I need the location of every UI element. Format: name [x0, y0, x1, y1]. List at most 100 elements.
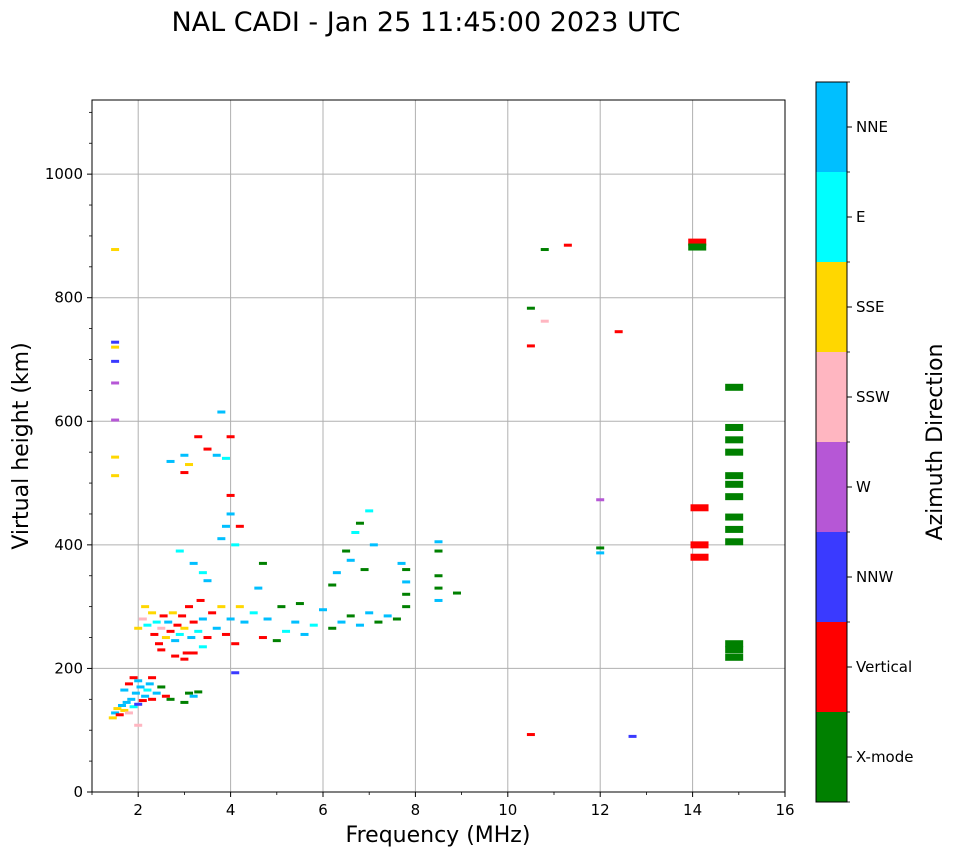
data-point [355, 623, 364, 627]
x-tick-label: 10 [498, 801, 517, 819]
x-axis: 2 4 6 8 10 12 14 16 [91, 792, 795, 819]
data-point [166, 697, 175, 701]
plot-frame [91, 99, 786, 793]
data-point [108, 716, 117, 720]
data-point [258, 561, 267, 565]
data-point [526, 344, 535, 348]
data-point [189, 694, 198, 698]
data-point [221, 456, 230, 460]
colorbar-segment [816, 532, 847, 622]
data-point [402, 605, 411, 609]
colorbar-tick-label: NNE [856, 118, 888, 136]
data-point [725, 525, 744, 533]
data-point [180, 471, 189, 475]
y-tick-label: 400 [54, 536, 83, 554]
data-point [217, 410, 226, 414]
colorbar-segment [816, 622, 847, 712]
data-point [346, 614, 355, 618]
data-point [221, 524, 230, 528]
data-point [196, 598, 205, 602]
x-tick-label: 4 [226, 801, 236, 819]
data-point [189, 620, 198, 624]
data-point [178, 614, 187, 618]
data-point [124, 711, 133, 715]
data-point [194, 629, 203, 633]
data-point [111, 711, 120, 715]
data-point [452, 591, 461, 595]
data-point [194, 690, 203, 694]
data-point [249, 611, 258, 615]
data-point [120, 688, 129, 692]
data-point [351, 531, 360, 534]
data-point [157, 626, 166, 630]
y-tick-label: 1000 [45, 165, 83, 183]
data-point [180, 700, 189, 704]
data-point [166, 459, 175, 463]
data-point [185, 691, 194, 695]
colorbar-tick-label: E [856, 208, 865, 226]
data-point [198, 617, 207, 621]
grid-lines [92, 100, 785, 792]
data-point [235, 524, 244, 528]
data-point [111, 381, 120, 385]
data-point [596, 546, 605, 550]
data-point [614, 330, 623, 334]
data-point [111, 474, 120, 478]
colorbar-tick-label: SSW [856, 388, 890, 406]
x-tick-label: 8 [411, 801, 421, 819]
data-point [124, 682, 133, 686]
x-tick-label: 12 [591, 801, 610, 819]
data-point [397, 561, 406, 565]
data-point [111, 340, 120, 344]
colorbar-frame [815, 81, 848, 803]
data-point [185, 463, 194, 467]
data-point [226, 512, 235, 516]
colorbar-segment [816, 262, 847, 352]
data-point [392, 617, 401, 621]
data-point [725, 640, 744, 648]
data-point [725, 472, 744, 480]
data-point [235, 605, 244, 609]
data-point [161, 694, 170, 698]
data-point [189, 561, 198, 565]
data-point [277, 605, 286, 609]
data-point [111, 248, 120, 252]
data-point [226, 493, 235, 497]
data-point [217, 537, 226, 541]
data-point [328, 626, 337, 630]
data-point [258, 636, 267, 640]
colorbar-label: Azimuth Direction [923, 343, 948, 540]
data-point [337, 620, 346, 624]
x-tick-label: 14 [683, 801, 702, 819]
data-point [346, 558, 355, 562]
y-axis: 0 200 400 600 800 1000 [45, 111, 92, 801]
data-point [434, 540, 443, 544]
colorbar: X-mode Vertical NNW W SSW SSE E NNE [815, 81, 913, 803]
data-point [203, 447, 212, 451]
data-point [127, 697, 136, 701]
data-point [161, 636, 170, 640]
data-point [134, 723, 143, 727]
data-point [157, 685, 166, 689]
data-point [355, 521, 364, 525]
data-point [118, 704, 127, 707]
x-tick-label: 6 [318, 801, 328, 819]
data-point [111, 359, 120, 363]
data-point [725, 423, 744, 431]
data-point [563, 243, 572, 247]
data-point [129, 705, 138, 709]
y-tick-label: 0 [73, 783, 83, 801]
data-point [175, 549, 184, 553]
colorbar-segment [816, 712, 847, 802]
data-point [143, 623, 152, 627]
data-point [690, 553, 709, 561]
data-point [295, 602, 304, 606]
data-point [402, 568, 411, 572]
data-point [120, 708, 129, 712]
colorbar-tick-label: NNW [856, 568, 893, 586]
data-point [157, 648, 166, 652]
data-point [129, 676, 138, 680]
data-point [725, 513, 744, 521]
data-point [198, 571, 207, 575]
